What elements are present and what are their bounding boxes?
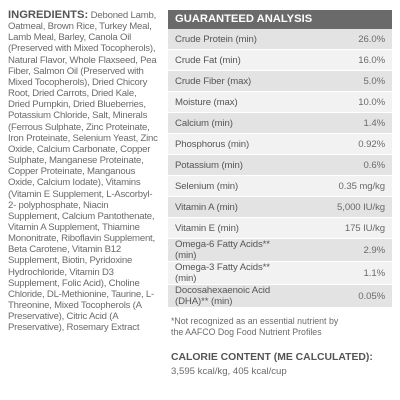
analysis-label: Potassium (min)	[168, 154, 300, 176]
analysis-label: Crude Fat (min)	[168, 49, 300, 71]
analysis-row: Crude Protein (min) 26.0%	[168, 29, 392, 50]
analysis-label: Crude Protein (min)	[168, 29, 300, 50]
guaranteed-analysis-panel: GUARANTEED ANALYSIS Crude Protein (min) 2…	[168, 10, 392, 377]
footnote: *Not recognized as an essential nutrient…	[168, 316, 392, 338]
analysis-value: 1.1%	[300, 261, 392, 285]
analysis-value: 0.6%	[300, 154, 392, 176]
calorie-content-values: 3,595 kcal/kg, 405 kcal/cup	[171, 366, 287, 377]
ingredients-block: INGREDIENTS: Deboned Lamb, Oatmeal, Brow…	[8, 9, 160, 334]
analysis-value: 0.92%	[300, 133, 392, 155]
analysis-row: Docosahexaenoic Acid (DHA)** (min) 0.05%	[168, 284, 392, 308]
analysis-label: Selenium (min)	[168, 175, 300, 197]
analysis-row: Moisture (max) 10.0%	[168, 91, 392, 113]
analysis-value: 0.35 mg/kg	[300, 175, 392, 197]
analysis-value: 0.05%	[300, 284, 392, 308]
analysis-table: Crude Protein (min) 26.0% Crude Fat (min) 1…	[168, 29, 392, 308]
analysis-value: 5,000 IU/kg	[300, 196, 392, 218]
analysis-row: Crude Fiber (max) 5.0%	[168, 70, 392, 92]
analysis-row: Selenium (min) 0.35 mg/kg	[168, 175, 392, 197]
ingredients-text: Deboned Lamb, Oatmeal, Brown Rice, Turke…	[8, 10, 158, 334]
analysis-label: Calcium (min)	[168, 112, 300, 134]
footnote-line-1: *Not recognized as an essential nutrient…	[171, 316, 339, 326]
analysis-row: Omega-6 Fatty Acids** (min) 2.9%	[168, 238, 392, 262]
analysis-label: Phosphorus (min)	[168, 133, 300, 155]
analysis-row: Phosphorus (min) 0.92%	[168, 133, 392, 155]
guaranteed-analysis-title: GUARANTEED ANALYSIS	[168, 10, 392, 29]
analysis-row: Vitamin A (min) 5,000 IU/kg	[168, 196, 392, 218]
analysis-row: Crude Fat (min) 16.0%	[168, 49, 392, 71]
analysis-row: Omega-3 Fatty Acids** (min) 1.1%	[168, 261, 392, 285]
analysis-label: Vitamin E (min)	[168, 217, 300, 239]
analysis-label: Omega-3 Fatty Acids** (min)	[168, 261, 300, 285]
footnote-line-2: the AAFCO Dog Food Nutrient Profiles	[171, 327, 322, 337]
analysis-value: 26.0%	[300, 29, 392, 50]
analysis-row: Potassium (min) 0.6%	[168, 154, 392, 176]
analysis-value: 16.0%	[300, 49, 392, 71]
analysis-value: 2.9%	[300, 238, 392, 262]
analysis-label: Docosahexaenoic Acid (DHA)** (min)	[168, 284, 300, 308]
analysis-label: Moisture (max)	[168, 91, 300, 113]
ingredients-heading: INGREDIENTS:	[8, 9, 89, 21]
analysis-label: Crude Fiber (max)	[168, 70, 300, 92]
analysis-value: 175 IU/kg	[300, 217, 392, 239]
analysis-value: 10.0%	[300, 91, 392, 113]
analysis-row: Vitamin E (min) 175 IU/kg	[168, 217, 392, 239]
analysis-value: 1.4%	[300, 112, 392, 134]
analysis-value: 5.0%	[300, 70, 392, 92]
analysis-row: Calcium (min) 1.4%	[168, 112, 392, 134]
calorie-content-title: CALORIE CONTENT (ME CALCULATED):	[171, 352, 373, 363]
analysis-label: Vitamin A (min)	[168, 196, 300, 218]
analysis-label: Omega-6 Fatty Acids** (min)	[168, 238, 300, 262]
